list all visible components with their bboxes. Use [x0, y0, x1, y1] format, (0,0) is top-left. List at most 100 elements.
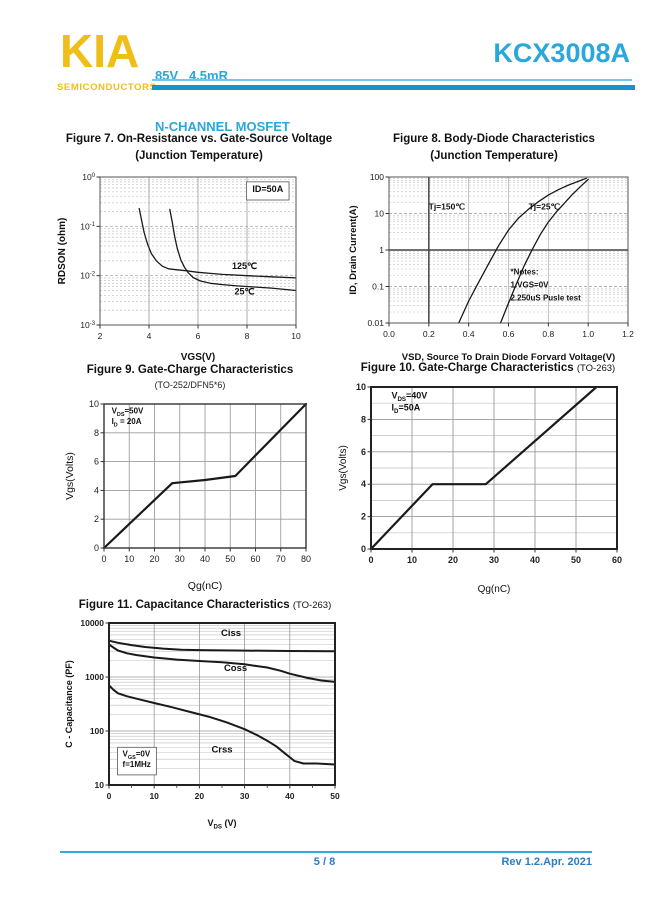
svg-text:8: 8 — [94, 428, 99, 438]
svg-text:2.250uS Pusle test: 2.250uS Pusle test — [510, 293, 581, 302]
figure-9-subtitle: (TO-252/DFN5*6) — [154, 380, 226, 390]
figure-8-subtitle: (Junction Temperature) — [430, 150, 558, 162]
svg-text:10: 10 — [291, 331, 301, 341]
figure-11-title: Figure 11. Capacitance Characteristics — [78, 599, 290, 611]
svg-text:30: 30 — [175, 554, 185, 564]
svg-text:40: 40 — [200, 554, 210, 564]
svg-text:8: 8 — [245, 331, 250, 341]
figure-10-package: (TO-263) — [576, 363, 616, 374]
footer-rule — [60, 851, 592, 853]
svg-text:0.6: 0.6 — [503, 329, 515, 339]
svg-text:2: 2 — [361, 512, 366, 522]
svg-text:0: 0 — [101, 554, 106, 564]
svg-text:50: 50 — [225, 554, 235, 564]
figure-7-subtitle: (Junction Temperature) — [135, 150, 263, 162]
figure-9-chart: 0 10 20 30 40 50 60 70 80 0 2 4 6 8 10 Qg(nC) Vgs(Volts)… — [64, 399, 311, 592]
figure-10-title: Figure 10. Gate-Charge Characteristics — [360, 362, 574, 374]
figure-11-package: (TO-263) — [292, 600, 332, 611]
svg-text:0: 0 — [107, 791, 112, 801]
svg-text:Qg(nC): Qg(nC) — [478, 584, 511, 595]
svg-text:20: 20 — [149, 554, 159, 564]
svg-text:6: 6 — [94, 457, 99, 467]
svg-text:0: 0 — [361, 544, 366, 554]
svg-text:60: 60 — [250, 554, 260, 564]
figure-9: Figure 9. Gate-Charge Characteristics (T… — [40, 362, 340, 594]
svg-text:Vgs(Volts): Vgs(Volts) — [338, 445, 349, 491]
svg-text:25℃: 25℃ — [234, 286, 254, 296]
figure-10-chart: 0 10 20 30 40 50 60 0 2 4 6 8 10 Qg(nC) Vgs(Volts) VDS=… — [338, 382, 622, 595]
svg-text:4: 4 — [361, 479, 366, 489]
figure-11: Figure 11. Capacitance Characteristics (… — [55, 597, 355, 831]
svg-text:ID=50A: ID=50A — [252, 184, 283, 194]
svg-text:1.0: 1.0 — [582, 329, 594, 339]
svg-text:VSD, Source To Drain Diode For: VSD, Source To Drain Diode Forvard Volta… — [402, 352, 615, 363]
figure-7-title: Figure 7. On-Resistance vs. Gate-Source … — [65, 133, 333, 145]
part-spec-type: N-CHANNEL MOSFET — [155, 119, 290, 134]
svg-text:Qg(nC): Qg(nC) — [188, 580, 222, 592]
svg-text:40: 40 — [530, 555, 540, 565]
svg-text:10000: 10000 — [80, 618, 104, 628]
svg-text:6: 6 — [361, 447, 366, 457]
svg-text:40: 40 — [285, 791, 295, 801]
svg-text:*Notes:: *Notes: — [510, 268, 538, 277]
svg-text:0.01: 0.01 — [367, 318, 384, 328]
svg-text:70: 70 — [276, 554, 286, 564]
svg-text:10-1: 10-1 — [80, 221, 95, 231]
svg-text:0.0: 0.0 — [383, 329, 395, 339]
svg-text:ID, Drain Current(A): ID, Drain Current(A) — [348, 205, 359, 294]
svg-text:10-2: 10-2 — [80, 271, 95, 281]
svg-text:100: 100 — [82, 172, 95, 182]
figure-10: Figure 10. Gate-Charge Characteristics (… — [333, 360, 643, 597]
svg-text:8: 8 — [361, 414, 366, 424]
svg-text:Ciss: Ciss — [221, 628, 241, 639]
kia-logo: KIA — [60, 25, 140, 77]
svg-text:6: 6 — [196, 331, 201, 341]
svg-text:Tj=25℃: Tj=25℃ — [529, 201, 561, 211]
figure-8: Figure 8. Body-Diode Characteristics (Ju… — [345, 131, 643, 365]
svg-text:VDS (V): VDS (V) — [207, 818, 236, 831]
figure-8-chart: 0.0 0.2 0.4 0.6 0.8 1.0 1.2 100 10 1 0.1 0.01 VSD, S… — [348, 172, 634, 363]
figure-9-title: Figure 9. Gate-Charge Characteristics — [86, 364, 294, 376]
svg-text:0.4: 0.4 — [463, 329, 475, 339]
svg-text:10: 10 — [95, 780, 105, 790]
svg-text:1.2: 1.2 — [622, 329, 634, 339]
svg-text:2: 2 — [98, 331, 103, 341]
part-spec-voltage: 85V 4.5mR — [155, 68, 228, 83]
svg-text:10: 10 — [149, 791, 159, 801]
svg-text:80: 80 — [301, 554, 311, 564]
figure-7: Figure 7. On-Resistance vs. Gate-Source … — [48, 131, 350, 365]
svg-text:10: 10 — [124, 554, 134, 564]
svg-text:20: 20 — [448, 555, 458, 565]
svg-text:30: 30 — [240, 791, 250, 801]
svg-text:10: 10 — [356, 382, 366, 392]
svg-text:30: 30 — [489, 555, 499, 565]
revision-label: Rev 1.2.Apr. 2021 — [501, 856, 592, 868]
svg-text:1: 1 — [379, 245, 384, 255]
page-indicator: 5 / 8 — [313, 856, 336, 868]
svg-text:10: 10 — [89, 399, 99, 409]
part-number: KCX3008A — [493, 38, 630, 68]
header-rule-thin — [152, 79, 632, 81]
svg-text:100: 100 — [370, 172, 384, 182]
svg-text:10: 10 — [375, 209, 385, 219]
svg-text:10: 10 — [407, 555, 417, 565]
svg-text:60: 60 — [612, 555, 622, 565]
svg-text:Tj=150℃: Tj=150℃ — [429, 201, 466, 211]
svg-text:50: 50 — [571, 555, 581, 565]
svg-text:Vgs(Volts): Vgs(Volts) — [64, 452, 76, 500]
svg-text:0.2: 0.2 — [423, 329, 435, 339]
svg-text:10-3: 10-3 — [80, 320, 95, 330]
svg-text:125℃: 125℃ — [232, 261, 257, 271]
svg-text:1.VGS=0V: 1.VGS=0V — [510, 280, 549, 289]
svg-text:0.8: 0.8 — [542, 329, 554, 339]
svg-text:2: 2 — [94, 514, 99, 524]
svg-text:50: 50 — [330, 791, 340, 801]
svg-text:1000: 1000 — [85, 672, 104, 682]
svg-text:RDSON (ohm): RDSON (ohm) — [57, 218, 68, 285]
svg-text:Coss: Coss — [224, 663, 247, 674]
svg-text:0.1: 0.1 — [372, 282, 384, 292]
